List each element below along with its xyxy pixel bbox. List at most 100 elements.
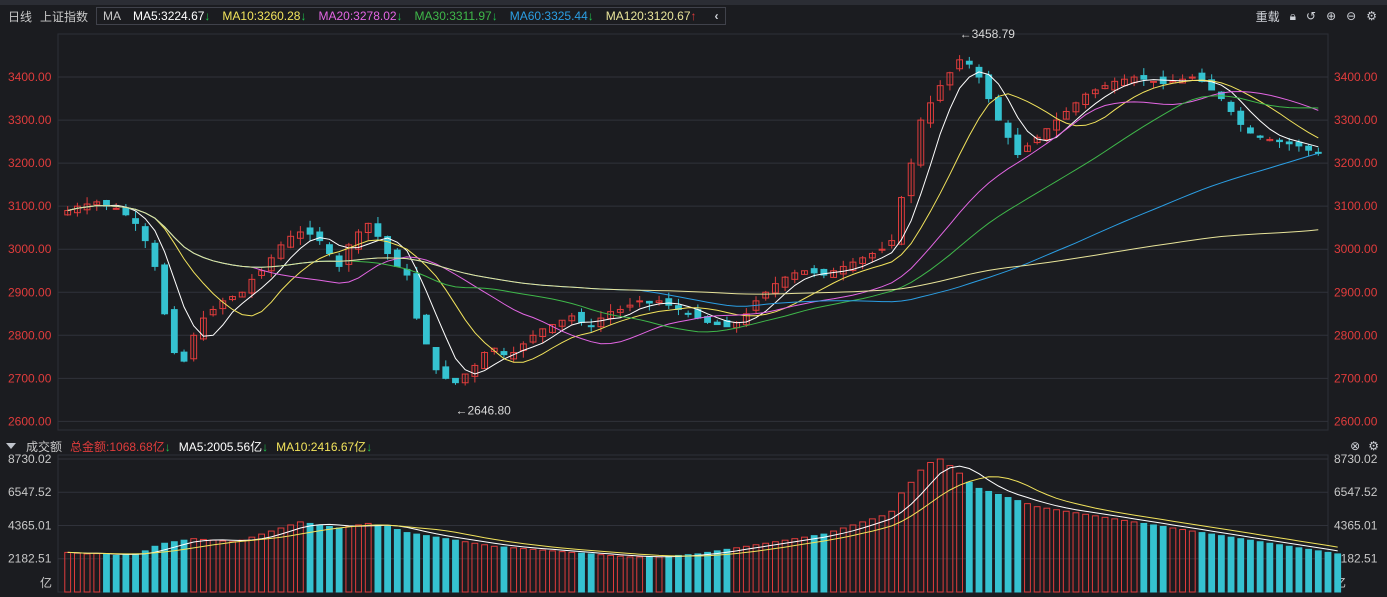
close-icon[interactable]: ⊗	[1350, 439, 1361, 453]
volume-bar	[413, 533, 421, 593]
candle-body	[1305, 145, 1313, 151]
candle-body	[170, 309, 178, 354]
chevron-left-icon[interactable]: ‹	[714, 9, 719, 23]
volume-bar	[151, 545, 159, 593]
price-panel-frame	[57, 33, 1329, 431]
volume-bar	[723, 548, 731, 593]
chart-tools: 重载 🔒︎ ↺ ⊕ ⊖ ⚙	[1256, 5, 1377, 27]
volume-bar	[994, 493, 1002, 593]
candle-body	[626, 304, 634, 308]
volume-bar	[1111, 518, 1119, 593]
candle-body	[1276, 139, 1283, 143]
candle-body	[771, 283, 779, 294]
volume-tick-right: 8730.02	[1334, 452, 1378, 466]
volume-bar	[1188, 530, 1196, 593]
price-tick-right: 3100.00	[1334, 199, 1378, 213]
volume-bar	[636, 556, 644, 593]
gear-icon[interactable]: ⚙	[1368, 439, 1379, 453]
price-tick-right: 2800.00	[1334, 328, 1378, 342]
volume-bar	[481, 544, 488, 593]
volume-bar	[277, 527, 285, 593]
candle-body	[64, 209, 72, 216]
lock-icon[interactable]: 🔒︎	[1289, 8, 1297, 23]
volume-bar	[403, 532, 411, 593]
volume-bar	[781, 539, 789, 593]
volume-bar	[287, 524, 295, 593]
candle-body	[1295, 141, 1303, 147]
candle-body	[645, 300, 653, 304]
candle-body	[558, 319, 566, 327]
zoom-out-icon[interactable]: ⊖	[1346, 9, 1357, 23]
volume-bar	[733, 547, 741, 593]
volume-bar	[810, 535, 818, 593]
ma30-legend: MA30:3311.97↓	[414, 9, 498, 23]
volume-bar	[306, 522, 314, 593]
volume-bar	[1276, 544, 1283, 593]
price-tick-right: 3400.00	[1334, 70, 1378, 84]
price-tick-right: 2600.00	[1334, 414, 1378, 428]
candle-body	[859, 257, 867, 264]
candle-body	[1150, 80, 1157, 83]
candle-body	[898, 197, 905, 245]
volume-bar	[597, 554, 605, 593]
volume-bar	[170, 541, 178, 593]
candle-body	[985, 74, 993, 100]
volume-bar	[859, 521, 867, 593]
volume-unit-left: 亿	[40, 575, 52, 590]
volume-bar	[122, 554, 130, 593]
index-name[interactable]: 上证指数	[40, 9, 89, 24]
volume-bar	[607, 554, 615, 593]
volume-bar	[1247, 539, 1254, 593]
candle-body	[1188, 76, 1196, 79]
candle-body	[1111, 80, 1119, 91]
volume-ma5-line	[67, 465, 1338, 558]
volume-bar	[209, 539, 217, 593]
volume-bar	[1179, 529, 1186, 593]
price-tick-left: 3200.00	[8, 156, 52, 170]
candle-body	[1198, 72, 1206, 82]
candle-body	[296, 231, 304, 239]
volume-bar	[393, 529, 401, 593]
price-tick-left: 2700.00	[8, 371, 52, 385]
collapse-volume-icon[interactable]	[6, 443, 16, 449]
volume-bar	[1072, 512, 1080, 593]
zoom-in-icon[interactable]: ⊕	[1326, 9, 1337, 23]
volume-bar	[539, 549, 547, 593]
ma20-legend: MA20:3278.02↓	[318, 9, 403, 23]
volume-bar	[141, 550, 149, 593]
ma-legend[interactable]: MA MA5:3224.67↓ MA10:3260.28↓ MA20:3278.…	[96, 7, 726, 25]
volume-bar	[1314, 550, 1322, 593]
candle-body	[1208, 79, 1216, 91]
ma20-line	[67, 90, 1319, 345]
volume-bar	[907, 481, 915, 593]
price-tick-right: 3300.00	[1334, 113, 1378, 127]
volume-bar	[267, 530, 275, 593]
price-tick-left: 2800.00	[8, 328, 52, 342]
volume-bar	[616, 555, 624, 593]
price-tick-left: 3300.00	[8, 113, 52, 127]
volume-bar	[898, 492, 905, 593]
candle-body	[471, 364, 479, 377]
volume-bar	[461, 541, 469, 593]
volume-bar	[1082, 513, 1090, 593]
volume-bar	[558, 551, 566, 593]
volume-tick-right: 2182.51	[1334, 552, 1378, 566]
volume-bar	[742, 545, 750, 593]
candle-body	[927, 102, 934, 124]
candle-body	[1024, 145, 1031, 152]
volume-bar	[296, 521, 304, 593]
period-label[interactable]: 日线	[8, 9, 33, 24]
undo-icon[interactable]: ↺	[1306, 9, 1317, 23]
volume-bar	[161, 542, 169, 593]
candle-body	[742, 313, 750, 326]
volume-bar	[549, 550, 556, 593]
volume-bar	[442, 538, 450, 593]
candle-body	[374, 223, 382, 237]
candle-body	[636, 300, 644, 303]
reload-button[interactable]: 重载	[1255, 9, 1280, 24]
price-tick-right: 3200.00	[1334, 156, 1378, 170]
gear-icon[interactable]: ⚙	[1366, 9, 1377, 23]
candle-body	[587, 325, 595, 328]
volume-bar	[752, 544, 760, 593]
candle-body	[306, 227, 314, 235]
